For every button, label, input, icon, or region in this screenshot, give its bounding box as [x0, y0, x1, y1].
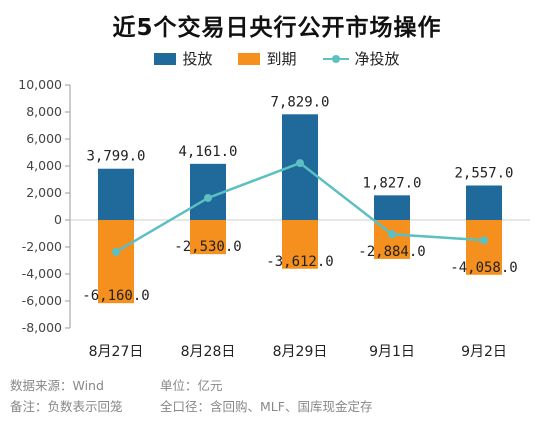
net-point — [204, 193, 212, 202]
bar-expire — [190, 220, 226, 255]
chart-title: 近5个交易日央行公开市场操作 — [112, 15, 442, 41]
y-tick-label: 10,000 — [18, 77, 62, 92]
data-label-invest: 2,557.0 — [454, 165, 513, 181]
legend-label-expire: 到期 — [266, 50, 297, 68]
x-tick-label: 8月27日 — [89, 344, 144, 360]
bar-expire — [98, 220, 134, 304]
x-tick-label: 9月2日 — [461, 344, 507, 360]
data-label-invest: 3,799.0 — [86, 149, 145, 165]
legend-label-net: 净投放 — [354, 50, 400, 68]
y-tick-label: 8,000 — [26, 104, 62, 119]
bar-invest — [190, 163, 226, 220]
footer-source: 数据来源：Wind — [10, 378, 104, 393]
data-label-expire: -3,612.0 — [266, 254, 333, 270]
data-label-expire: -2,884.0 — [358, 244, 425, 260]
data-label-expire: -6,160.0 — [82, 288, 149, 304]
net-point — [480, 236, 488, 245]
y-tick-label: 6,000 — [26, 131, 62, 146]
legend: 投放 到期 净投放 — [0, 48, 554, 69]
legend-swatch-invest — [154, 52, 177, 65]
footer: 数据来源：Wind 单位：亿元 备注：负数表示回笼 全口径：含回购、MLF、国库… — [10, 375, 372, 417]
x-tick-label: 9月1日 — [369, 344, 415, 360]
bar-invest — [98, 168, 134, 220]
legend-label-invest: 投放 — [182, 50, 213, 68]
y-tick-label: -4,000 — [22, 266, 62, 281]
net-point — [296, 159, 304, 168]
bar-expire — [282, 220, 318, 269]
data-label-invest: 7,829.0 — [270, 94, 329, 110]
data-label-invest: 1,827.0 — [362, 175, 421, 191]
bar-invest — [466, 185, 502, 220]
y-tick-label: -8,000 — [22, 320, 62, 335]
footer-note: 备注：负数表示回笼 — [10, 399, 123, 414]
legend-item-invest: 投放 — [154, 48, 212, 69]
legend-item-expire: 到期 — [238, 48, 297, 69]
data-label-invest: 4,161.0 — [178, 144, 237, 160]
bar-expire — [466, 220, 502, 275]
x-tick-label: 8月29日 — [273, 344, 328, 360]
y-tick-label: 2,000 — [26, 185, 62, 200]
x-tick-label: 8月28日 — [181, 344, 236, 360]
bar-invest — [374, 195, 410, 220]
data-label-expire: -2,530.0 — [174, 239, 241, 255]
legend-swatch-net — [322, 53, 349, 65]
data-label-expire: -4,058.0 — [450, 260, 517, 276]
legend-item-net: 净投放 — [322, 48, 400, 69]
footer-scope: 全口径：含回购、MLF、国库现金定存 — [160, 399, 373, 414]
net-point — [388, 230, 396, 239]
y-tick-label: 0 — [54, 212, 62, 227]
y-tick-label: 4,000 — [26, 158, 62, 173]
legend-swatch-expire — [238, 52, 261, 65]
y-tick-label: -2,000 — [22, 239, 62, 254]
y-tick-label: -6,000 — [22, 293, 62, 308]
net-point — [112, 247, 120, 256]
footer-unit: 单位：亿元 — [160, 378, 223, 393]
